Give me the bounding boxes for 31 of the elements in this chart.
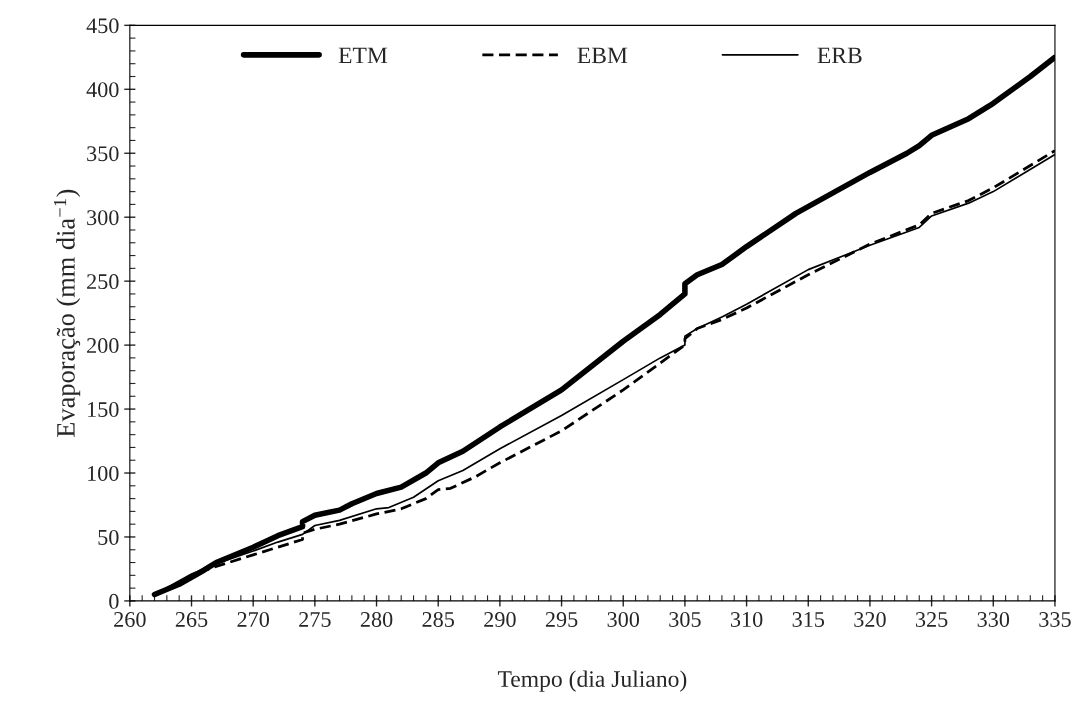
x-tick-label: 275 [299,612,331,627]
x-tick-label: 295 [545,612,578,627]
x-axis-title: Tempo (dia Juliano) [497,670,687,692]
x-tick-label: 265 [175,612,208,627]
y-tick-label: 350 [87,146,119,162]
x-tick-label: 270 [237,611,270,627]
x-tick-label: 260 [114,611,146,627]
y-tick-label: 150 [88,401,119,417]
y-tick-label: 100 [88,465,119,481]
y-tick-label: 50 [98,529,119,545]
x-tick-label: 315 [792,612,825,627]
x-tick-label: 290 [484,611,516,627]
legend-label: ERB [817,47,862,64]
y-tick-label: 300 [87,210,119,226]
y-tick-label: 200 [87,338,119,354]
x-tick-label: 310 [730,611,763,627]
y-tick-label: 0 [109,593,119,609]
x-tick-label: 300 [607,611,640,627]
x-tick-label: 285 [422,611,455,627]
x-tick-label: 330 [977,611,1010,627]
y-axis-title: Evaporação (mm dia$^{−1}$) [53,189,81,437]
legend-label: ETM [338,47,388,64]
x-tick-label: 320 [854,611,886,627]
y-tick-label: 400 [86,82,119,98]
x-tick-label: 335 [1039,612,1071,627]
x-tick-label: 305 [669,611,701,627]
x-tick-label: 280 [360,611,393,627]
y-tick-label: 250 [87,274,119,290]
x-tick-label: 325 [916,612,948,627]
legend-label: EBM [577,47,628,64]
y-tick-label: 450 [86,18,119,34]
